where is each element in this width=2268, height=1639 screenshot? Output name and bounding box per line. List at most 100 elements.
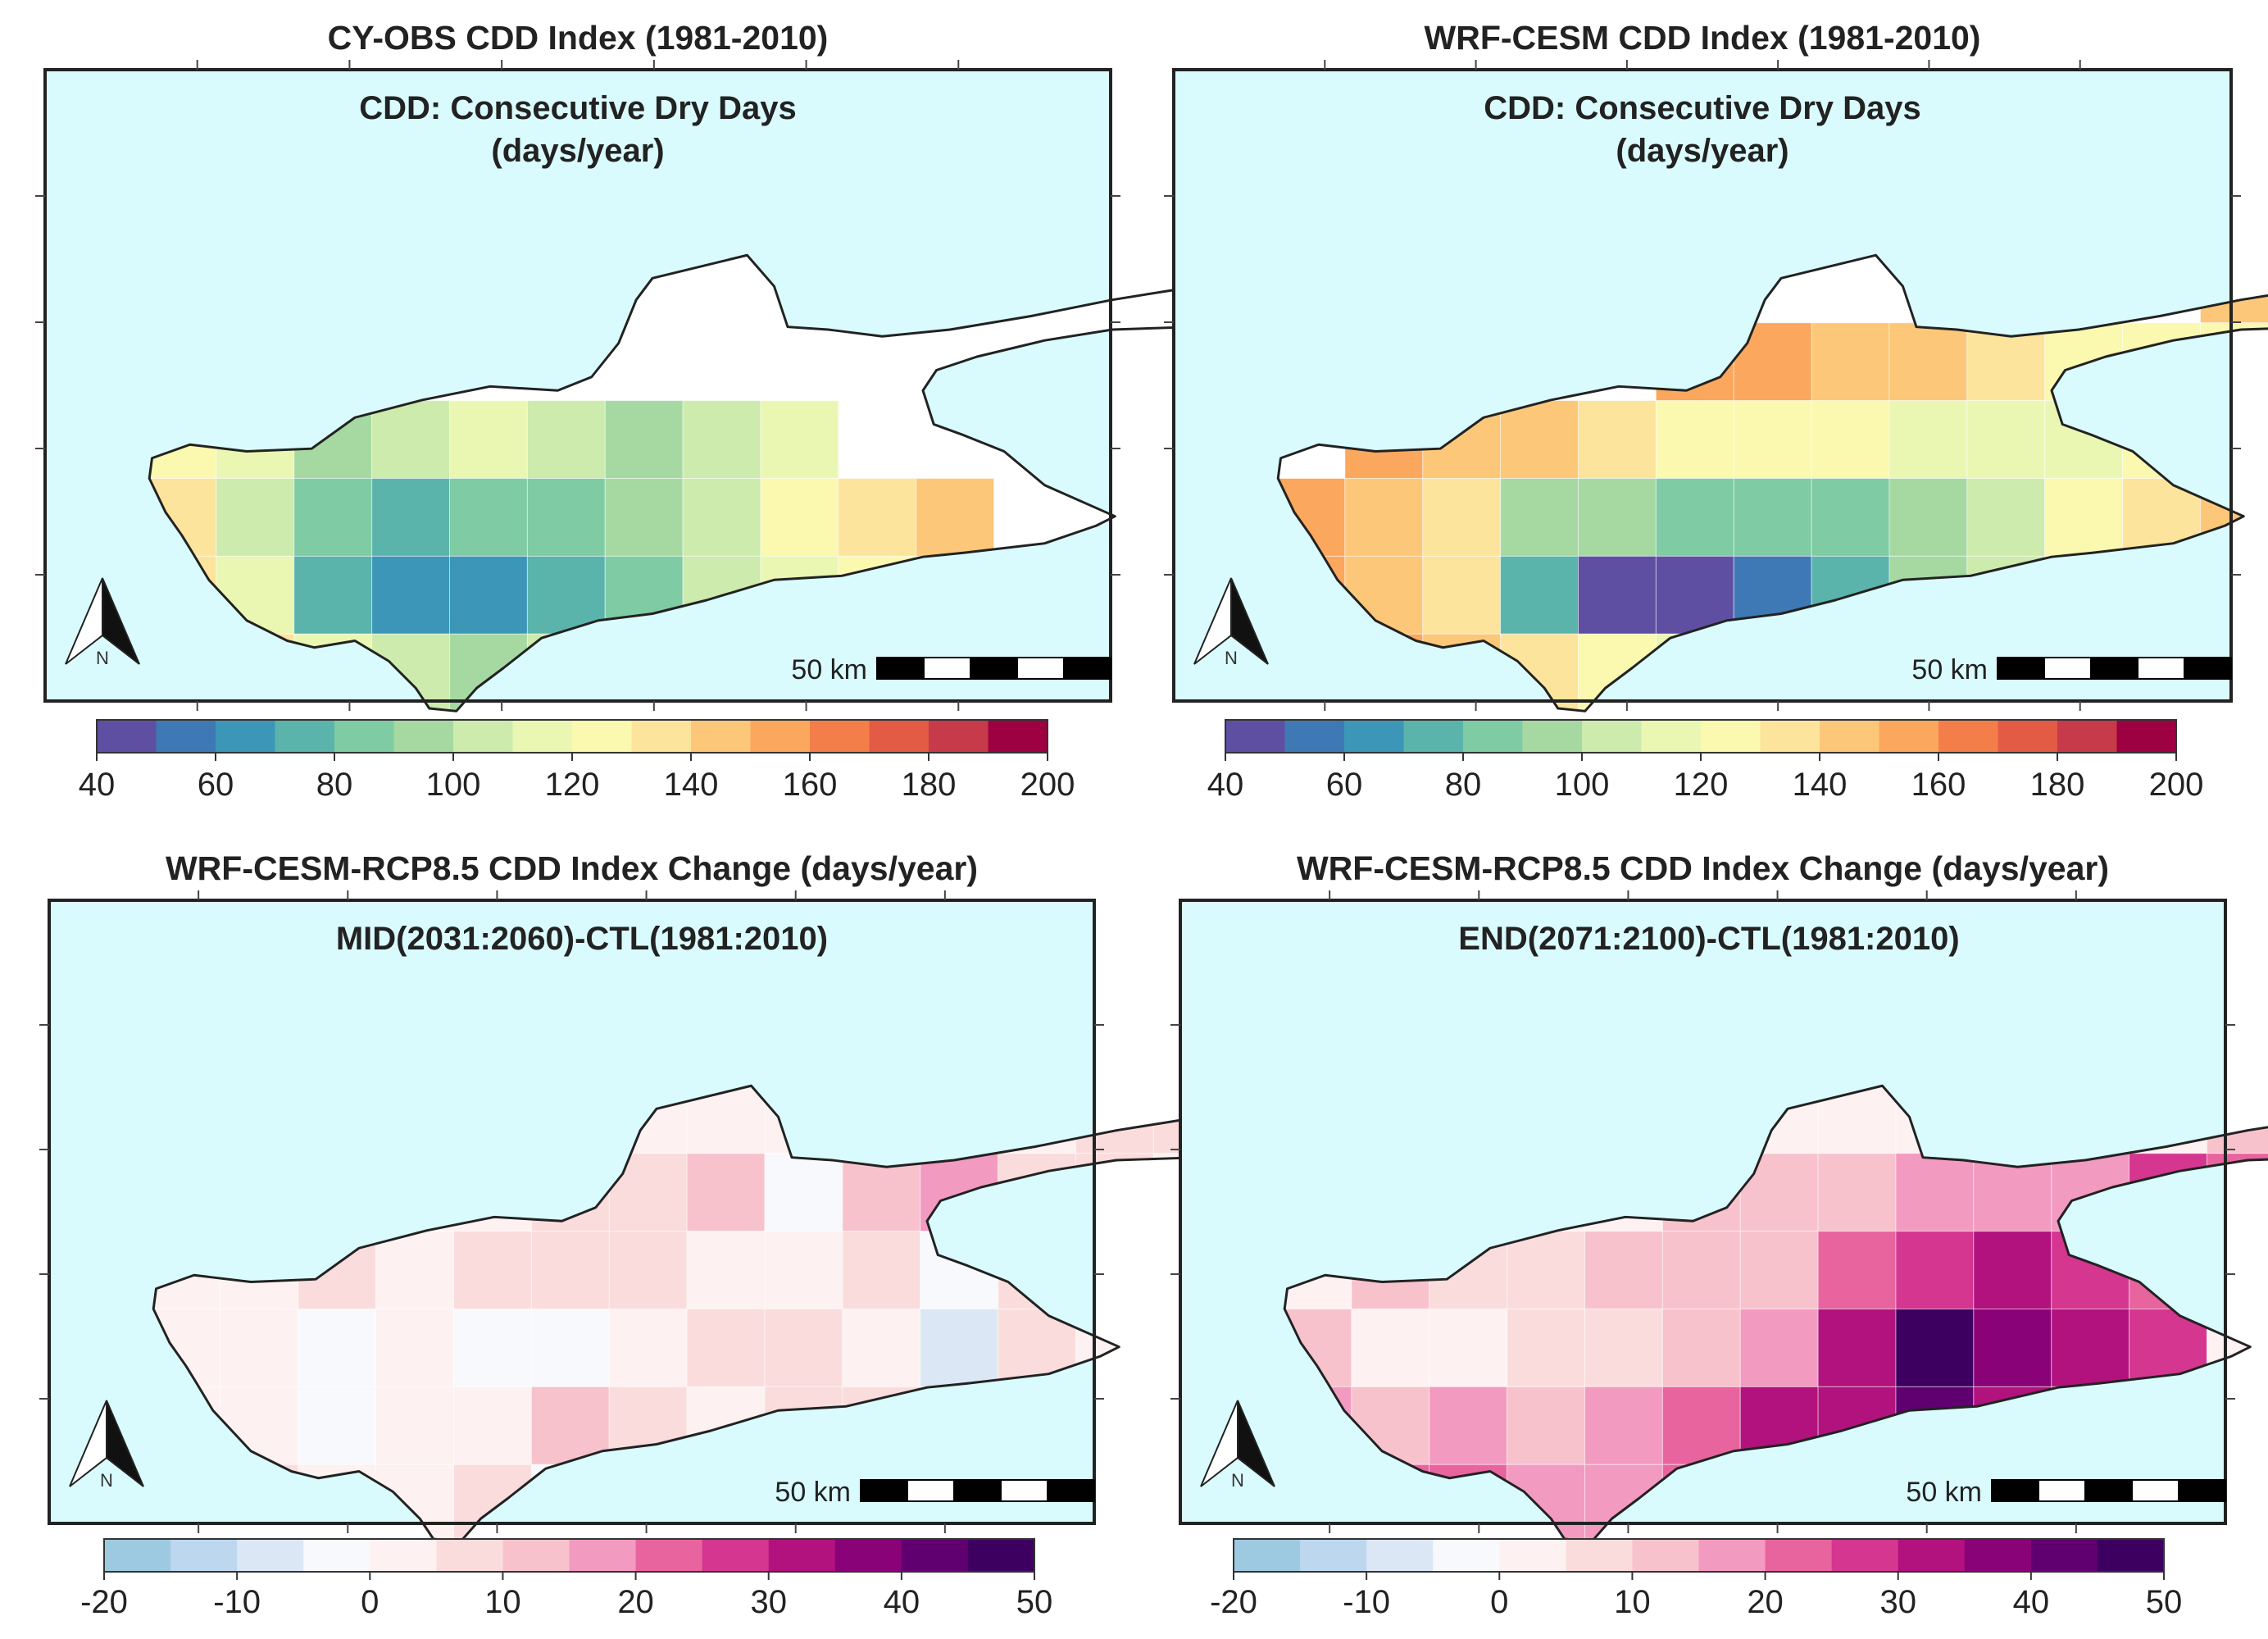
grid-cell: [1351, 1309, 1430, 1387]
grid-cell: [1584, 1231, 1663, 1309]
grid-cell: [449, 555, 528, 635]
scale-bar-segment: [1047, 1479, 1095, 1502]
grid-cell: [220, 1309, 299, 1387]
grid-cell: [216, 478, 295, 557]
grid-cell: [838, 478, 917, 557]
grid-cell: [1888, 478, 1968, 557]
grid-cell: [764, 1153, 843, 1232]
grid-cell: [1422, 555, 1502, 635]
grid-cell: [1966, 478, 2046, 557]
grid-cell: [1739, 1309, 1819, 1387]
colorbar-tick-label: 40: [884, 1584, 920, 1620]
colorbar-swatch: [1698, 1539, 1766, 1572]
grid-cell: [371, 555, 450, 635]
grid-cell: [1895, 1231, 1975, 1309]
scale-bar-segment: [2178, 1479, 2226, 1502]
colorbar-tick-label: 40: [2013, 1584, 2050, 1620]
grid-cell: [530, 1231, 610, 1309]
colorbar-frame: [1233, 1538, 2165, 1573]
colorbar-tick-label: 100: [1555, 767, 1610, 803]
scale-bar-label: 50 km: [1906, 1477, 1982, 1508]
colorbar-tick-label: 120: [1674, 767, 1729, 803]
panel-subtitle: MID(2031:2060)-CTL(1981:2010): [336, 921, 828, 957]
colorbar-tick-label: 180: [2030, 767, 2085, 803]
colorbar-swatch: [97, 720, 157, 753]
scale-bar-segment: [1997, 657, 2045, 680]
colorbar-tick-label: 60: [1326, 767, 1363, 803]
colorbar-swatch: [303, 1539, 370, 1572]
colorbar-swatch: [1499, 1539, 1566, 1572]
grid-cell: [1817, 1153, 1897, 1232]
colorbar-swatch: [702, 1539, 770, 1572]
colorbar-tick-label: 180: [902, 767, 957, 803]
colorbar-swatch: [370, 1539, 437, 1572]
grid-cell: [1973, 1309, 2052, 1387]
colorbar: 40 60 80 100 120 140 160 180 200: [79, 719, 1075, 803]
colorbar-swatch: [1582, 720, 1642, 753]
panel-subtitle: END(2071:2100)-CTL(1981:2010): [1458, 921, 1959, 957]
scale-bar-segment: [1063, 657, 1111, 680]
north-arrow-label: N: [100, 1470, 113, 1491]
grid-cell: [1895, 1153, 1975, 1232]
scale-bar-label: 50 km: [775, 1477, 851, 1508]
north-arrow-label: N: [1231, 1470, 1244, 1491]
scale-bar-segment: [1000, 1479, 1048, 1502]
grid-cell: [1500, 478, 1579, 557]
colorbar-tick-label: -10: [213, 1584, 261, 1620]
grid-cell: [2207, 1542, 2268, 1620]
grid-cell: [453, 1386, 532, 1465]
grid-cell: [375, 1386, 454, 1465]
grid-cell: [1578, 478, 1657, 557]
colorbar-tick-label: 20: [1747, 1584, 1784, 1620]
grid-cell: [1733, 478, 1812, 557]
panel-subtitle: (days/year): [491, 133, 664, 169]
grid-cell: [842, 1231, 921, 1309]
colorbar-swatch: [1225, 720, 1285, 753]
colorbar-tick-label: 160: [783, 767, 838, 803]
colorbar-swatch: [1898, 1539, 1966, 1572]
grid-cell: [1507, 1386, 1585, 1465]
grid-cell: [530, 1309, 610, 1387]
north-arrow-label: N: [96, 648, 109, 668]
coastline: [1283, 1084, 2268, 1543]
colorbar-swatch: [1463, 720, 1523, 753]
panel-frame: [1179, 899, 2227, 1525]
scale-bar-segment: [953, 1479, 1002, 1502]
grid-cell: [1811, 322, 1890, 402]
colorbar-swatch: [1765, 1539, 1833, 1572]
colorbar-tick-label: 160: [1911, 767, 1966, 803]
scale-bar-label: 50 km: [1911, 654, 1988, 685]
grid-cell: [1578, 555, 1657, 635]
colorbar-swatch: [834, 1539, 902, 1572]
grid-cell: [375, 1309, 454, 1387]
colorbar-swatch: [635, 1539, 703, 1572]
grid-cell: [1655, 400, 1734, 479]
scale-bar-segment: [970, 657, 1018, 680]
colorbar-swatch: [901, 1539, 969, 1572]
colorbar: -20 -10 0 10 20 30 40 50: [1210, 1538, 2182, 1620]
north-arrow-icon: [1237, 1400, 1275, 1487]
colorbar-swatch: [1433, 1539, 1500, 1572]
grid-cell: [298, 1386, 377, 1465]
colorbar-swatch: [967, 1539, 1035, 1572]
colorbar-tick-label: 140: [664, 767, 719, 803]
colorbar-swatch: [512, 720, 573, 753]
scale-bar-segment: [2090, 657, 2138, 680]
north-arrow-icon: N: [1193, 577, 1269, 668]
colorbar-swatch: [334, 720, 394, 753]
scale-bar-segment: [2137, 657, 2185, 680]
colorbar-swatch: [453, 720, 513, 753]
grid-cell: [1507, 1231, 1585, 1309]
grid-cell: [604, 400, 684, 479]
colorbar-tick-label: 30: [750, 1584, 787, 1620]
colorbar-tick-label: 40: [79, 767, 116, 803]
grid-cell: [1429, 1386, 1508, 1465]
grid-cell: [526, 478, 606, 557]
colorbar-swatch: [1566, 1539, 1633, 1572]
panel-title: WRF-CESM-RCP8.5 CDD Index Change (days/y…: [1297, 849, 2109, 887]
colorbar-swatch: [1641, 720, 1702, 753]
grid-cell: [608, 1309, 688, 1387]
scale-bar-segment: [907, 1479, 955, 1502]
panel-end: WRF-CESM-RCP8.5 CDD Index Change (days/y…: [1170, 849, 2268, 1620]
colorbar-tick-label: 40: [1207, 767, 1244, 803]
